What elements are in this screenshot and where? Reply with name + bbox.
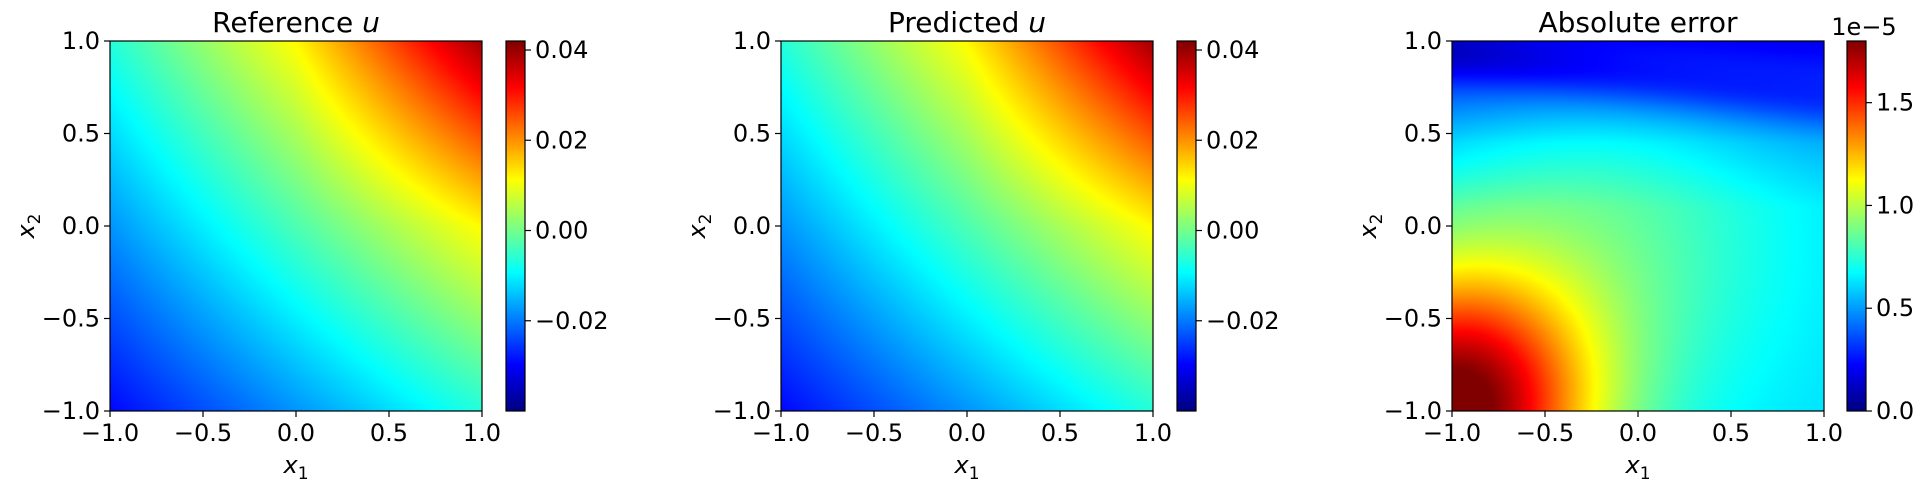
colorbar-tick-label: 0.0	[1876, 397, 1914, 425]
heatmap-image	[110, 41, 482, 411]
y-axis-label: x2	[1354, 213, 1387, 239]
x-tick-label: 1.0	[1134, 419, 1172, 447]
chart-title-variable: u	[362, 6, 380, 39]
colorbar-gradient	[1847, 41, 1866, 411]
x-tick-label: −0.5	[1516, 419, 1574, 447]
y-tick-label: −1.0	[713, 397, 771, 425]
y-axis-label: x2	[12, 213, 45, 239]
y-tick-label: 0.5	[62, 120, 100, 148]
x-tick-label: −0.5	[174, 419, 232, 447]
x-tick-label: 0.5	[370, 419, 408, 447]
heatmap-image	[781, 41, 1153, 411]
y-tick-label: −1.0	[1384, 397, 1442, 425]
colorbar-tick-label: 0.00	[535, 217, 588, 245]
colorbar-tick-label: 0.04	[535, 36, 588, 64]
y-tick-label: 1.0	[1404, 27, 1442, 55]
colorbar-offset-label: 1e−5	[1831, 13, 1896, 41]
x-axis-label: x1	[1624, 451, 1650, 484]
chart-title: Reference u	[212, 6, 380, 39]
y-axis-label: x2	[683, 213, 716, 239]
y-tick-label: −0.5	[713, 305, 771, 333]
colorbar: 0.0 0.5 1.0 1.5 1e−5	[1831, 13, 1914, 425]
colorbar-tick-label: 0.02	[1206, 126, 1259, 154]
x-tick-label: 0.0	[948, 419, 986, 447]
colorbar-tick-label: 0.00	[1206, 217, 1259, 245]
colorbar: −0.02 0.00 0.02 0.04	[505, 36, 609, 412]
x-tick-label: 0.0	[277, 419, 315, 447]
colorbar-tick-label: 1.0	[1876, 191, 1914, 219]
y-tick-label: 0.0	[62, 212, 100, 240]
x-axis-label: x1	[282, 451, 308, 484]
chart-title: Absolute error	[1538, 6, 1738, 39]
x-tick-label: 0.5	[1712, 419, 1750, 447]
chart-title-text: Absolute error	[1538, 6, 1738, 39]
chart-title-text: Predicted	[888, 6, 1028, 39]
panel-1: Reference u−1.0 −0.5 0.0 0.5 1.0−1.0−0.50.00…	[12, 6, 609, 484]
panel-3: Absolute error −1.0 −0.5 0.0 0.5 1.0 −1.0 −0.5 0…	[1354, 6, 1914, 484]
x-tick-label: −1.0	[1423, 419, 1481, 447]
colorbar-tick-label: 1.5	[1876, 89, 1914, 117]
colorbar-tick-label: 0.5	[1876, 294, 1914, 322]
x-tick-label: 1.0	[1805, 419, 1843, 447]
colorbar-gradient	[1177, 41, 1196, 411]
y-tick-label: 1.0	[733, 27, 771, 55]
x-tick-label: 0.0	[1619, 419, 1657, 447]
colorbar-tick-label: 0.02	[535, 126, 588, 154]
y-tick-label: 0.5	[733, 120, 771, 148]
y-tick-label: 1.0	[62, 27, 100, 55]
colorbar-tick-label: −0.02	[535, 307, 609, 335]
colorbar: −0.02 0.00 0.02 0.04	[1176, 36, 1280, 412]
chart-title-text: Reference	[212, 6, 362, 39]
colorbar-frame	[505, 40, 526, 412]
chart-title-variable: u	[1028, 6, 1046, 39]
x-tick-label: −1.0	[752, 419, 810, 447]
x-tick-label: 0.5	[1041, 419, 1079, 447]
colorbar-gradient	[506, 41, 525, 411]
colorbar-frame	[1846, 40, 1867, 412]
colorbar-frame	[1176, 40, 1197, 412]
y-tick-label: 0.0	[1404, 212, 1442, 240]
y-tick-label: 0.5	[1404, 120, 1442, 148]
colorbar-tick-label: 0.04	[1206, 36, 1259, 64]
x-tick-label: −0.5	[845, 419, 903, 447]
y-tick-label: −0.5	[42, 305, 100, 333]
colorbar-tick-label: −0.02	[1206, 307, 1280, 335]
x-axis-label: x1	[953, 451, 979, 484]
y-tick-label: −0.5	[1384, 305, 1442, 333]
y-tick-label: −1.0	[42, 397, 100, 425]
panel-2: Predicted u−1.0 −0.5 0.0 0.5 1.0−1.0−0.50.00…	[683, 6, 1280, 484]
x-tick-label: −1.0	[81, 419, 139, 447]
chart-title: Predicted u	[888, 6, 1046, 39]
y-tick-label: 0.0	[733, 212, 771, 240]
heatmap-image	[1452, 41, 1824, 411]
x-tick-label: 1.0	[463, 419, 501, 447]
